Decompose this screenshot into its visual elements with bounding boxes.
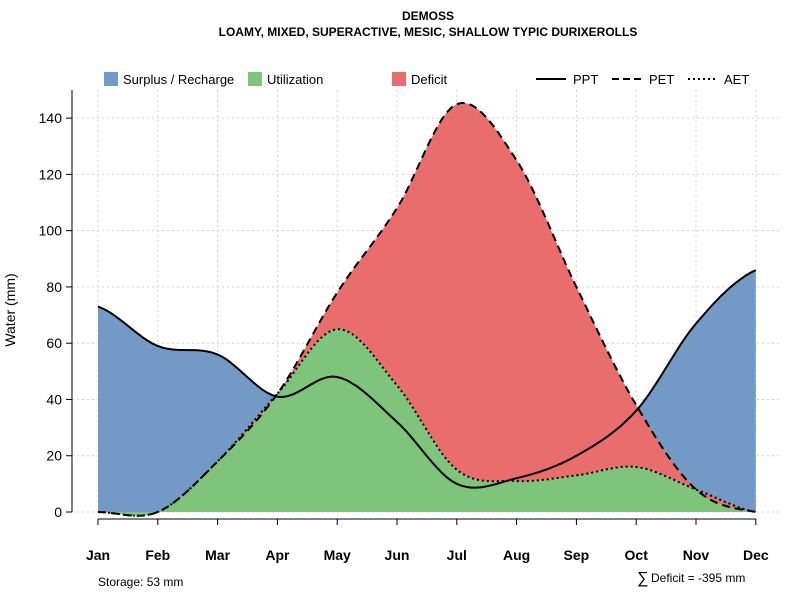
area-fills xyxy=(98,102,756,516)
x-tick-label-sep: Sep xyxy=(564,547,590,563)
x-tick-label-may: May xyxy=(324,547,351,563)
legend-swatch-surplus xyxy=(104,72,118,86)
legend-swatch-deficit xyxy=(392,72,406,86)
deficit-area xyxy=(98,102,756,516)
x-tick-label-apr: Apr xyxy=(265,547,290,563)
chart-subtitle: LOAMY, MIXED, SUPERACTIVE, MESIC, SHALLO… xyxy=(219,25,638,39)
legend-label-aet: AET xyxy=(724,72,749,87)
legend-label-utilization: Utilization xyxy=(267,72,323,87)
legend-label-pet: PET xyxy=(649,72,674,87)
x-tick-label-mar: Mar xyxy=(205,547,230,563)
axes: 0 20 40 60 80 100 120 140 Jan Feb Mar Apr May Jun Jul A… xyxy=(39,90,769,563)
series-line-aet xyxy=(97,328,757,517)
series-line-pet xyxy=(97,101,756,517)
y-axis-label: Water (mm) xyxy=(2,273,18,346)
x-tick-label-dec: Dec xyxy=(743,547,769,563)
y-tick-label-140: 140 xyxy=(39,110,63,126)
chart-title: DEMOSS xyxy=(402,9,454,23)
x-tick-label-jun: Jun xyxy=(385,547,410,563)
legend-label-deficit: Deficit xyxy=(411,72,448,87)
legend: Surplus / Recharge Utilization Deficit P… xyxy=(104,72,749,87)
utilization-area xyxy=(98,329,756,516)
y-tick-label-0: 0 xyxy=(54,504,62,520)
y-tick-label-60: 60 xyxy=(46,335,62,351)
deficit-annotation: Deficit = -395 mm xyxy=(651,571,745,585)
legend-swatch-utilization xyxy=(248,72,262,86)
x-tick-label-jul: Jul xyxy=(447,547,467,563)
series-lines xyxy=(97,101,757,517)
x-tick-label-oct: Oct xyxy=(625,547,649,563)
x-tick-label-feb: Feb xyxy=(145,547,170,563)
sum-symbol: ∑ xyxy=(637,570,648,587)
storage-annotation: Storage: 53 mm xyxy=(98,575,183,589)
x-tick-label-jan: Jan xyxy=(86,547,110,563)
y-tick-label-80: 80 xyxy=(46,279,62,295)
x-tick-label-aug: Aug xyxy=(503,547,530,563)
series-line-ppt xyxy=(97,269,757,489)
y-tick-label-100: 100 xyxy=(39,223,63,239)
legend-label-ppt: PPT xyxy=(573,72,598,87)
y-tick-label-20: 20 xyxy=(46,448,62,464)
y-tick-label-40: 40 xyxy=(46,391,62,407)
x-tick-label-nov: Nov xyxy=(683,547,710,563)
y-tick-label-120: 120 xyxy=(39,166,63,182)
legend-label-surplus: Surplus / Recharge xyxy=(123,72,234,87)
